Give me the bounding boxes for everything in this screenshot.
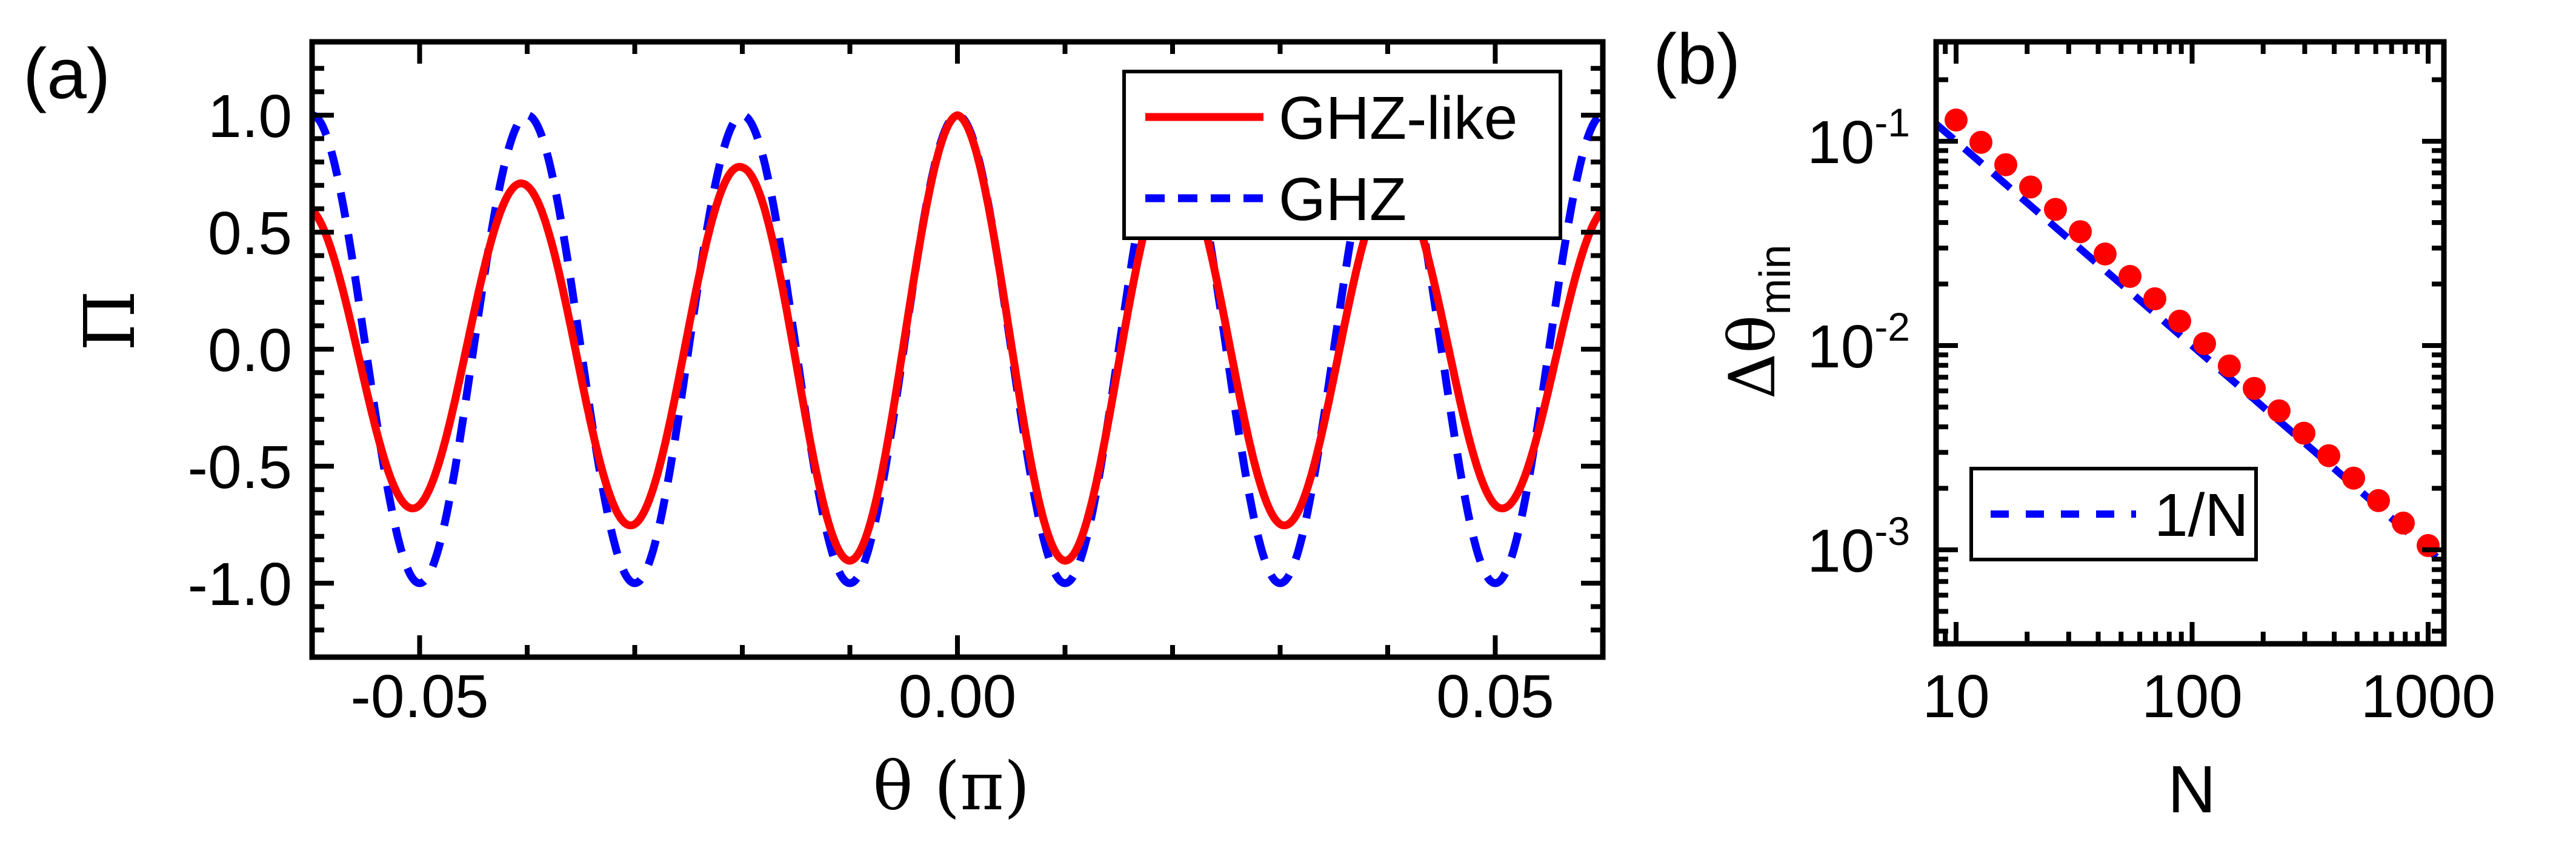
data-dot: [2168, 309, 2191, 333]
y-tick-label: -0.5: [188, 433, 292, 501]
panel-b-y-axis-label: Δθmin: [1716, 244, 1800, 399]
data-dot: [2417, 533, 2440, 557]
panel-a-ticks: [312, 42, 1603, 657]
x-tick-label: -0.05: [351, 663, 489, 730]
y-tick-label: 10-3: [1807, 509, 1910, 585]
x-tick-label: 100: [2142, 663, 2243, 730]
panel-a-label: (a): [23, 34, 110, 114]
x-tick-label: 0.05: [1436, 663, 1554, 730]
data-dot: [2093, 242, 2117, 266]
x-tick-label: 1000: [2361, 663, 2495, 730]
data-dot: [2392, 511, 2415, 535]
legend-b-item-1overN: 1/N: [2154, 481, 2249, 549]
panel-a-legend: GHZ-like GHZ: [1122, 70, 1562, 240]
panel-b-tick-labels: 10 100 1000 10-1 10-2 10-3: [1807, 100, 2495, 730]
data-dot: [2069, 220, 2092, 244]
panel-b-label: (b): [1653, 19, 1740, 99]
data-dot: [2292, 421, 2315, 445]
data-dot: [2193, 332, 2216, 355]
y-tick-label: 10-2: [1807, 304, 1910, 381]
data-dot: [2367, 489, 2390, 512]
y-tick-label: 0.0: [208, 316, 292, 384]
data-dot: [1945, 109, 1968, 132]
legend-a-box: [1122, 70, 1562, 240]
data-dot: [2342, 466, 2365, 490]
data-dots: [1945, 109, 2440, 557]
y-tick-label: 0.5: [208, 199, 292, 267]
data-dot: [2243, 376, 2266, 400]
panel-b-ticks: [1936, 42, 2444, 644]
y-tick-label: 10-1: [1807, 100, 1910, 176]
x-tick-label: 0.00: [899, 663, 1017, 730]
delta-theta-text: Δθ: [1716, 315, 1789, 399]
data-dot: [2268, 399, 2291, 423]
panel-a-x-axis-label: θ (π): [873, 747, 1030, 825]
data-dot: [2317, 444, 2340, 467]
panel-a-tick-labels: -0.05 0.00 0.05 1.0 0.5 0.0 -0.5 -1.0: [188, 82, 1554, 730]
data-dot: [2019, 175, 2042, 199]
y-tick-label: 1.0: [208, 82, 292, 150]
data-dot: [2118, 265, 2142, 288]
panel-b-legend: 1/N: [1969, 467, 2258, 561]
panel-a-y-axis-label: Π: [70, 290, 151, 351]
panel-b-x-axis-label: N: [2168, 752, 2215, 827]
data-dot: [2143, 287, 2166, 310]
x-tick-label: 10: [1922, 663, 1989, 730]
y-tick-label: -1.0: [188, 550, 292, 618]
panel-b-plot: [1936, 109, 2444, 567]
data-dot: [2044, 198, 2067, 221]
data-dot: [2217, 354, 2241, 378]
legend-a-item-ghz-like: GHZ-like: [1279, 84, 1517, 152]
min-subscript: min: [1751, 244, 1800, 315]
legend-a-item-ghz: GHZ: [1279, 165, 1406, 233]
data-dot: [1969, 130, 1992, 154]
data-dot: [1994, 153, 2017, 176]
